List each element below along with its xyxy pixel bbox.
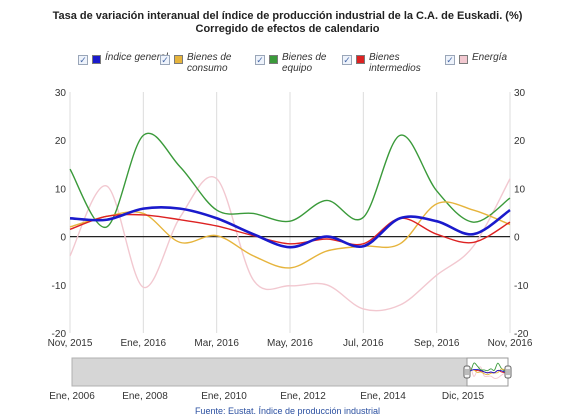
navigator-series-line <box>466 369 509 374</box>
legend-swatch-energia <box>459 55 468 64</box>
x-tick-label: Ene, 2016 <box>121 338 167 349</box>
navigator-x-label: Ene, 2010 <box>201 391 247 402</box>
navigator-x-label: Ene, 2006 <box>49 391 95 402</box>
y-tick-label-right: -20 <box>514 329 529 340</box>
y-tick-label-left: 20 <box>55 136 67 147</box>
legend-label: Índice general <box>105 52 168 63</box>
checkbox-icon[interactable]: ✓ <box>78 55 88 65</box>
navigator-x-label: Dic, 2015 <box>442 391 485 402</box>
series-layer <box>69 132 511 312</box>
y-tick-label-right: 20 <box>514 136 526 147</box>
legend-label: Bienes de consumo <box>187 52 232 74</box>
navigator-handle-left[interactable] <box>463 365 471 379</box>
source-note: Fuente: Eustat. Índice de producción ind… <box>194 406 381 416</box>
navigator-x-label: Ene, 2012 <box>280 391 326 402</box>
navigator-x-label: Ene, 2014 <box>360 391 406 402</box>
legend-swatch-indice-general <box>92 55 101 64</box>
checkbox-icon[interactable]: ✓ <box>445 55 455 65</box>
y-axis-right: -20 -10 0 10 20 30 <box>514 88 529 340</box>
x-tick-label: Sep, 2016 <box>414 338 460 349</box>
navigator-x-label: Ene, 2008 <box>122 391 168 402</box>
navigator-series-line <box>466 366 509 379</box>
x-axis: Nov, 2015 Ene, 2016 Mar, 2016 May, 2016 Jul,… <box>48 338 533 349</box>
legend-label: Bienes intermedios <box>369 52 421 74</box>
legend-swatch-bienes-de-equipo <box>269 55 278 64</box>
chart-grid <box>69 92 511 333</box>
y-tick-label-left: 30 <box>55 88 67 99</box>
chart-subtitle: Corregido de efectos de calendario <box>195 23 380 35</box>
range-navigator: Ene, 2006 Ene, 2008 Ene, 2010 Ene, 2012 Ene,… <box>49 357 512 402</box>
legend-swatch-bienes-intermedios <box>356 55 365 64</box>
series-line-bienes-de-equipo <box>69 132 511 228</box>
navigator-series-line <box>466 362 509 372</box>
series-line-energ-a <box>69 176 511 312</box>
x-tick-label: Jul, 2016 <box>343 338 384 349</box>
legend-label: Energía <box>472 52 508 63</box>
y-axis-left: -20 -10 0 10 20 30 <box>52 88 67 340</box>
navigator-background <box>71 357 509 387</box>
chart-title: Tasa de variación interanual del índice … <box>0 10 575 36</box>
y-tick-label-left: 10 <box>55 184 67 195</box>
checkbox-icon[interactable]: ✓ <box>342 55 352 65</box>
checkbox-icon[interactable]: ✓ <box>255 55 265 65</box>
x-tick-label: Nov, 2016 <box>488 338 533 349</box>
y-tick-label-right: 0 <box>514 233 520 244</box>
series-line-bienes-intermedios <box>69 213 511 246</box>
chart-title-line1: Tasa de variación interanual del índice … <box>52 10 523 22</box>
y-tick-label-left: -20 <box>52 329 67 340</box>
series-line-bienes-de-consumo <box>69 201 511 269</box>
legend-label: Bienes de equipo <box>282 52 327 74</box>
y-tick-label-left: -10 <box>52 281 67 292</box>
y-tick-label-right: 30 <box>514 88 526 99</box>
legend: ✓ Índice general ✓ Bienes de consumo ✓ B… <box>0 52 575 78</box>
y-tick-label-right: -10 <box>514 281 529 292</box>
navigator-handle-right[interactable] <box>504 365 512 379</box>
checkbox-icon[interactable]: ✓ <box>160 55 170 65</box>
y-tick-label-left: 0 <box>60 233 66 244</box>
legend-swatch-bienes-de-consumo <box>174 55 183 64</box>
series-line--ndice-general <box>69 206 511 249</box>
x-tick-label: Mar, 2016 <box>194 338 239 349</box>
x-tick-label: Nov, 2015 <box>48 338 93 349</box>
x-tick-label: May, 2016 <box>267 338 313 349</box>
y-tick-label-right: 10 <box>514 184 526 195</box>
